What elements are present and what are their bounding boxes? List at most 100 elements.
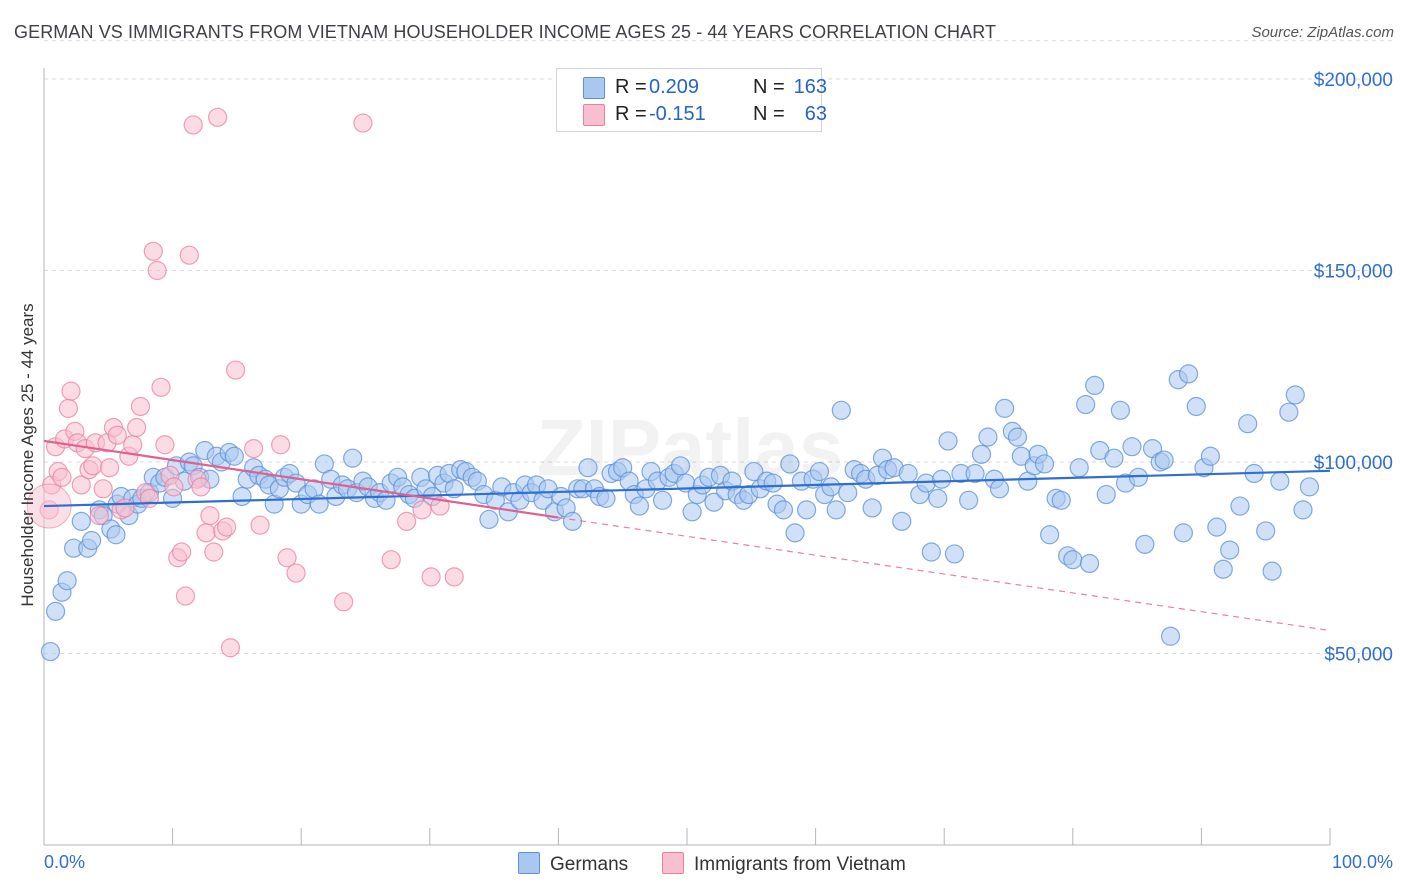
german-point [444, 479, 464, 499]
legend-item-germans[interactable]: Germans [518, 852, 628, 876]
german-point [1220, 540, 1240, 560]
german-point [1063, 550, 1083, 570]
vietnam-point [172, 542, 192, 562]
german-point [1122, 437, 1142, 457]
german-point [1034, 454, 1055, 474]
vietnam-point [83, 456, 103, 476]
german-point [944, 544, 965, 564]
german-point [1186, 396, 1206, 417]
german-point [1200, 446, 1221, 466]
german-point [780, 454, 800, 474]
vietnam-point [99, 458, 120, 478]
german-point [959, 490, 979, 510]
german-point [932, 469, 952, 489]
vietnam-point [123, 435, 143, 455]
german-point [862, 498, 882, 518]
germans-trend-line [43, 469, 1331, 508]
y-tick-label: $100,000 [1314, 453, 1393, 474]
german-point [704, 492, 724, 512]
y-tick-label: $200,000 [1314, 70, 1393, 91]
vietnam-point [147, 260, 167, 281]
german-point [898, 463, 918, 484]
x-tick-label: 100.0% [1332, 852, 1393, 872]
german-point [106, 525, 126, 545]
german-point [479, 509, 499, 530]
german-point [1160, 626, 1181, 646]
vietnam-point [444, 567, 464, 587]
vietnam-point [175, 586, 196, 606]
german-point [1135, 534, 1155, 554]
n-label: N = [753, 76, 785, 98]
german-point [785, 523, 805, 543]
vietnam-point [52, 467, 72, 487]
vietnam-point [412, 500, 432, 520]
trend-lines [43, 439, 1331, 632]
source-credit: Source: ZipAtlas.com [1251, 24, 1394, 41]
german-point [995, 398, 1015, 418]
vietnam-point [334, 592, 354, 612]
legend-item-vietnam[interactable]: Immigrants from Vietnam [662, 852, 906, 876]
german-point [1079, 553, 1100, 574]
vietnam-point [220, 638, 241, 658]
axis-labels: $50,000 $100,000 $150,000 $200,000 0.0% 100.0… [44, 70, 1393, 872]
y-tick-label: $150,000 [1314, 262, 1393, 283]
vietnam-point [89, 506, 109, 526]
r-label: R = [615, 103, 647, 125]
vietnam-point [244, 438, 264, 459]
german-point [629, 496, 650, 516]
vietnam-point [196, 523, 216, 543]
german-point [1270, 471, 1290, 491]
vietnam-point [286, 563, 306, 583]
vietnam-point [179, 245, 199, 265]
german-point [1173, 523, 1193, 543]
n-label: N = [753, 103, 785, 125]
german-point [45, 601, 66, 621]
german-point [1213, 559, 1233, 579]
vietnam-point [397, 511, 417, 531]
vietnam-trend-extension [558, 516, 1331, 632]
vietnam-point [151, 377, 171, 397]
vietnam-point [130, 396, 151, 417]
german-point [978, 427, 998, 447]
german-point [224, 446, 244, 466]
vietnam-point [204, 542, 224, 562]
german-point [965, 463, 985, 484]
axes [43, 68, 1331, 846]
german-point [376, 490, 396, 510]
german-point [1230, 496, 1250, 516]
german-point [1007, 427, 1028, 447]
german-point [1285, 385, 1305, 405]
german-point [892, 511, 912, 531]
vietnam-legend-swatch [662, 852, 684, 874]
german-point [971, 444, 992, 464]
vietnam-point [61, 381, 81, 401]
german-point [1238, 414, 1258, 434]
x-tick-label: 0.0% [44, 852, 85, 872]
vietnam-swatch [583, 104, 605, 126]
german-point [1299, 477, 1320, 497]
vietnam-point [217, 517, 237, 537]
german-point [562, 511, 583, 531]
vietnam-point [126, 417, 147, 438]
vietnam-point [183, 115, 203, 135]
german-point [1104, 448, 1124, 468]
german-point [1279, 402, 1299, 422]
vietnam-point [421, 567, 441, 587]
legend-label: Germans [550, 854, 629, 875]
german-point [1293, 500, 1313, 520]
german-point [1154, 450, 1174, 470]
r-value: 0.209 [649, 76, 700, 98]
stats-legend: R = 0.209 N = 163 R = -0.151 N = 63 [556, 68, 827, 132]
n-value: 63 [804, 103, 827, 125]
german-point [71, 511, 91, 531]
german-point [232, 486, 252, 507]
german-point [763, 473, 783, 493]
vietnam-point [271, 435, 291, 455]
german-point [921, 542, 941, 562]
german-point [1076, 394, 1096, 415]
vietnam-point [353, 113, 373, 133]
vietnam-point [155, 435, 175, 455]
chart-title: GERMAN VS IMMIGRANTS FROM VIETNAM HOUSEH… [14, 22, 997, 42]
vietnam-point [164, 477, 184, 497]
